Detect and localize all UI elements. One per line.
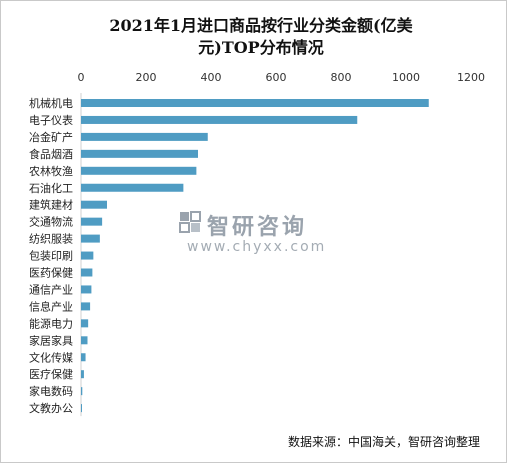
x-tick-label: 1000	[392, 71, 420, 84]
bar	[81, 99, 429, 107]
bar	[81, 285, 92, 294]
x-tick-label: 800	[331, 71, 352, 84]
bar	[81, 166, 197, 175]
category-label: 食品烟酒	[29, 147, 73, 161]
category-label: 医疗保健	[29, 367, 73, 381]
x-tick-label: 400	[201, 71, 222, 84]
chart-title: 2021年1月进口商品按行业分类金额(亿美 元)TOP分布情况	[61, 15, 461, 59]
bar	[81, 217, 103, 226]
category-label: 纺织服装	[29, 232, 73, 246]
category-label: 电子仪表	[29, 113, 73, 127]
category-label: 能源电力	[29, 316, 73, 330]
bar	[81, 234, 100, 243]
bar	[81, 183, 184, 192]
chart-title-line-2: 元)TOP分布情况	[198, 38, 324, 57]
bar	[81, 336, 88, 345]
chart-title-line-1: 2021年1月进口商品按行业分类金额(亿美	[109, 16, 413, 35]
bar	[81, 319, 89, 328]
category-label: 建筑建材	[29, 198, 73, 212]
watermark-brand: 智研咨询	[207, 215, 308, 240]
x-tick-label: 600	[266, 71, 287, 84]
chyxx-logo-icon	[179, 211, 201, 233]
x-tick-label: 0	[78, 71, 85, 84]
watermark: 智研咨询 www.chyxx.com	[179, 209, 349, 269]
bar	[81, 404, 82, 413]
bar	[81, 370, 84, 379]
category-label: 机械机电	[29, 96, 73, 110]
category-label: 包装印刷	[29, 250, 73, 263]
bar	[81, 132, 208, 141]
x-tick-label: 1200	[457, 71, 485, 84]
category-label: 农林牧渔	[29, 164, 73, 178]
bar	[81, 302, 91, 311]
category-label: 文教办公	[29, 401, 73, 415]
category-label: 通信产业	[29, 282, 73, 296]
category-label: 文化传媒	[29, 350, 73, 364]
category-label: 家居家具	[29, 333, 73, 347]
bar	[81, 251, 94, 260]
category-label: 冶金矿产	[29, 130, 73, 144]
category-label: 医药保健	[29, 266, 73, 280]
bar	[81, 387, 83, 396]
category-label: 家电数码	[29, 384, 73, 398]
bar	[81, 200, 107, 209]
source-note: 数据来源：中国海关，智研咨询整理	[287, 435, 480, 449]
category-label: 石油化工	[29, 181, 73, 195]
bar	[81, 268, 93, 277]
x-tick-label: 200	[136, 71, 157, 84]
category-label: 信息产业	[29, 299, 73, 313]
bar	[81, 149, 198, 158]
watermark-url: www.chyxx.com	[187, 239, 327, 255]
category-label: 交通物流	[29, 215, 73, 229]
bar	[81, 115, 358, 124]
bar	[81, 353, 86, 362]
